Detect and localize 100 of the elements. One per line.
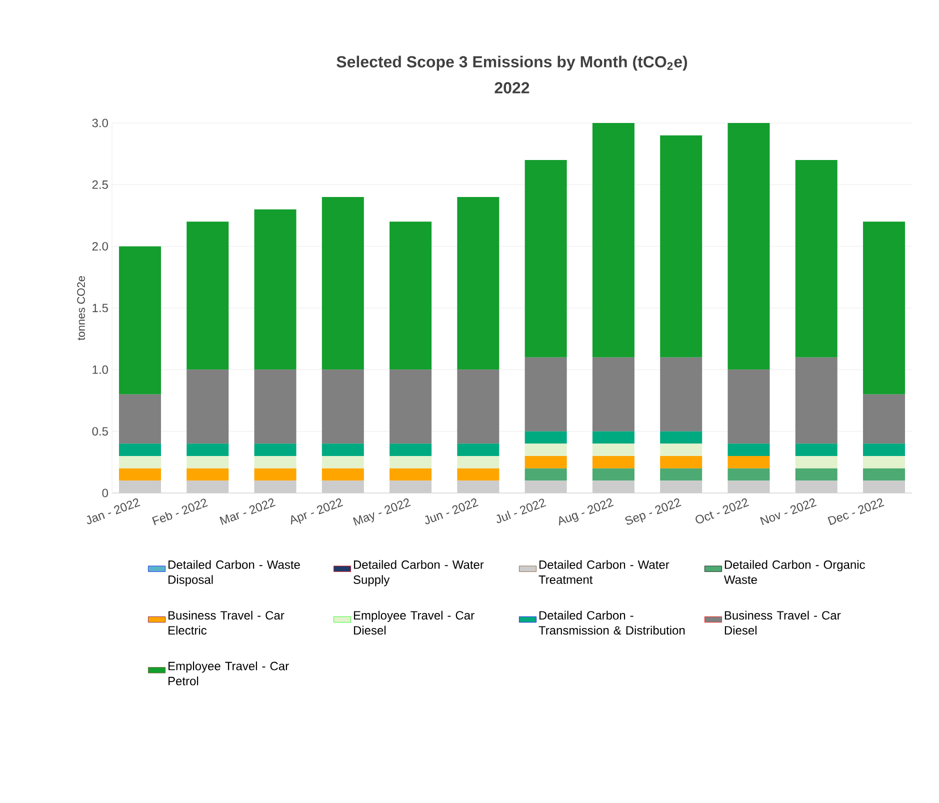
bar bbox=[795, 468, 838, 481]
bar bbox=[186, 468, 229, 481]
bar bbox=[390, 480, 432, 493]
legend-label: Employee Travel - Car Diesel bbox=[354, 610, 474, 635]
bar bbox=[592, 431, 634, 444]
bar bbox=[186, 480, 229, 493]
x-tick-label: May - 2022 bbox=[352, 498, 411, 526]
bar bbox=[795, 456, 838, 468]
bar bbox=[118, 456, 161, 468]
bar bbox=[728, 456, 770, 468]
x-tick-label: Jun - 2022 bbox=[425, 498, 478, 524]
bar bbox=[118, 444, 161, 456]
bar bbox=[795, 480, 838, 493]
bar bbox=[660, 431, 702, 444]
bar bbox=[322, 480, 364, 493]
bar bbox=[390, 444, 432, 456]
legend-label: Detailed Carbon - Transmission & Distribution bbox=[538, 610, 685, 635]
bar bbox=[457, 456, 500, 468]
bar bbox=[728, 370, 770, 444]
bar bbox=[457, 444, 500, 456]
bar bbox=[457, 480, 500, 493]
bar bbox=[254, 209, 296, 370]
bar bbox=[524, 160, 567, 358]
bar bbox=[728, 480, 770, 493]
bar bbox=[863, 444, 906, 456]
y-tick-label: 0 bbox=[102, 488, 108, 498]
x-tick-label: Apr - 2022 bbox=[291, 498, 344, 525]
x-tick-label: Jul - 2022 bbox=[496, 498, 546, 524]
bar bbox=[863, 456, 906, 468]
bar bbox=[118, 468, 161, 481]
bar bbox=[457, 370, 500, 444]
bar bbox=[592, 444, 634, 456]
bar bbox=[118, 394, 161, 444]
bar bbox=[186, 444, 229, 456]
bar bbox=[524, 480, 567, 493]
bar bbox=[592, 123, 634, 358]
x-tick-label: Sep - 2022 bbox=[625, 498, 682, 525]
bar bbox=[795, 444, 838, 456]
x-tick-label: Dec - 2022 bbox=[828, 498, 884, 526]
bar bbox=[390, 456, 432, 468]
x-tick-label: Jan - 2022 bbox=[86, 498, 140, 524]
x-tick-label: Aug - 2022 bbox=[559, 498, 614, 526]
y-axis-title: tonnes CO2e bbox=[77, 276, 85, 340]
x-tick-label: Nov - 2022 bbox=[760, 498, 817, 526]
bar bbox=[524, 444, 567, 456]
legend-label: Employee Travel - Car Petrol bbox=[168, 661, 289, 686]
bar bbox=[728, 123, 770, 370]
y-tick-label: 3.0 bbox=[92, 118, 108, 128]
bar bbox=[728, 444, 770, 456]
bar bbox=[524, 357, 567, 432]
y-tick-label: 0.5 bbox=[92, 427, 108, 436]
bar bbox=[524, 468, 567, 481]
legend-label: Detailed Carbon - Waste Disposal bbox=[168, 560, 300, 586]
bar bbox=[322, 197, 364, 370]
bar bbox=[660, 135, 702, 358]
bar bbox=[322, 468, 364, 481]
bar bbox=[592, 456, 634, 468]
bar bbox=[457, 468, 500, 481]
bar bbox=[592, 480, 634, 493]
y-tick-label: 1.0 bbox=[92, 365, 108, 374]
legend-label: Detailed Carbon - Water Treatment bbox=[538, 560, 670, 584]
bar bbox=[118, 480, 161, 493]
bar bbox=[660, 456, 702, 468]
bar bbox=[660, 357, 702, 432]
legend-label: Detailed Carbon - Water Supply bbox=[354, 560, 484, 586]
bar bbox=[390, 222, 432, 370]
bar bbox=[795, 160, 838, 358]
legend-label: Business Travel - Car Electric bbox=[168, 610, 284, 635]
bar bbox=[322, 444, 364, 456]
legend-label: Detailed Carbon - Organic Waste bbox=[724, 560, 865, 584]
bar bbox=[863, 222, 906, 394]
bar bbox=[660, 444, 702, 456]
bar bbox=[728, 468, 770, 481]
y-tick-label: 2.5 bbox=[92, 180, 108, 189]
bar bbox=[863, 480, 906, 493]
bar bbox=[118, 246, 161, 394]
bar bbox=[186, 370, 229, 444]
bar bbox=[254, 456, 296, 468]
bar bbox=[592, 468, 634, 481]
chart-title: Selected Scope 3 Emissions by Month (tCO$_{2}$e) bbox=[336, 56, 688, 71]
bar bbox=[390, 370, 432, 444]
bar bbox=[254, 370, 296, 444]
bar bbox=[254, 480, 296, 493]
x-tick-label: Feb - 2022 bbox=[152, 498, 208, 526]
bar bbox=[457, 197, 500, 370]
bar bbox=[186, 222, 229, 370]
x-tick-label: Mar - 2022 bbox=[220, 498, 276, 525]
bar bbox=[322, 370, 364, 444]
bar bbox=[863, 468, 906, 481]
bar bbox=[186, 456, 229, 468]
bar bbox=[390, 468, 432, 481]
bar bbox=[524, 431, 567, 444]
bar bbox=[592, 357, 634, 432]
y-tick-label: 1.5 bbox=[92, 304, 108, 312]
bar bbox=[322, 456, 364, 468]
legend-label: Business Travel - Car Diesel bbox=[724, 610, 841, 635]
bar bbox=[660, 468, 702, 481]
bar bbox=[524, 456, 567, 468]
bar bbox=[254, 444, 296, 456]
bar bbox=[795, 357, 838, 444]
